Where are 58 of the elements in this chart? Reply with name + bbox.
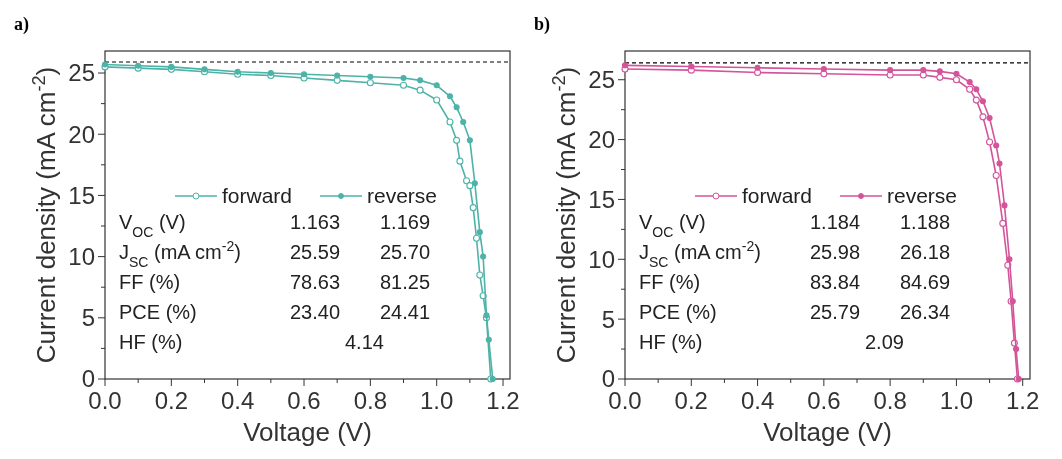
- annotation: 26.34: [900, 301, 951, 323]
- legend-label: reverse: [367, 184, 438, 208]
- annotation: 25.59: [290, 241, 341, 263]
- annotation: PCE (%): [119, 301, 197, 323]
- x-tick-label: 0.8: [873, 387, 907, 414]
- x-tick-label: 1.2: [1006, 387, 1040, 414]
- annotation: 25.98: [810, 241, 861, 263]
- y-tick-label: 15: [588, 185, 615, 213]
- annotation: FF (%): [639, 271, 701, 293]
- y-tick-label: 5: [601, 305, 615, 333]
- annotation: J$_{SC}$ (mA cm$^{-2}$): [639, 238, 761, 270]
- annotation: 24.41: [380, 301, 431, 323]
- y-tick-label: 15: [68, 181, 95, 209]
- y-tick-label: 10: [68, 243, 95, 271]
- annotation: V$_{OC}$ (V): [119, 211, 186, 240]
- annotation: HF (%): [119, 331, 183, 353]
- annotation: J$_{SC}$ (mA cm$^{-2}$): [119, 238, 241, 270]
- x-axis-title: Voltage (V): [763, 417, 892, 447]
- annotation: PCE (%): [639, 301, 717, 323]
- x-tick-label: 0.8: [353, 387, 388, 414]
- x-tick-label: 1.0: [939, 387, 974, 414]
- x-tick-label: 0.6: [807, 387, 841, 414]
- annotation: 25.70: [380, 241, 431, 263]
- annotation: 1.188: [900, 211, 951, 233]
- y-tick-label: 20: [588, 125, 615, 153]
- legend-label: forward: [222, 184, 293, 208]
- y-tick-label: 20: [68, 120, 95, 148]
- chart-title: a): [14, 14, 29, 35]
- annotation: 84.69: [900, 271, 951, 293]
- annotation: 2.09: [865, 331, 904, 353]
- y-tick-label: 10: [588, 245, 615, 273]
- x-tick-label: 1.2: [486, 387, 520, 414]
- x-tick-label: 0.4: [220, 387, 255, 414]
- annotation: 1.163: [290, 211, 341, 233]
- annotation: 83.84: [810, 271, 861, 293]
- x-tick-label: 0.2: [674, 387, 708, 414]
- legend-label: forward: [742, 184, 813, 208]
- annotation: 81.25: [380, 271, 431, 293]
- annotation: 4.14: [345, 331, 384, 353]
- x-axis-title: Voltage (V): [243, 417, 372, 447]
- y-tick-label: 5: [81, 304, 95, 332]
- annotation: 25.79: [810, 301, 861, 323]
- annotation: 23.40: [290, 301, 341, 323]
- annotation: 1.184: [810, 211, 861, 233]
- legend-label: reverse: [887, 184, 958, 208]
- y-tick-label: 25: [588, 66, 615, 94]
- chart-title: b): [534, 14, 551, 35]
- x-tick-label: 0.4: [740, 387, 775, 414]
- annotation: 78.63: [290, 271, 341, 293]
- y-tick-label: 25: [68, 59, 95, 87]
- annotation: 26.18: [900, 241, 951, 263]
- annotation: FF (%): [119, 271, 181, 293]
- x-tick-label: 1.0: [420, 387, 454, 414]
- annotation: HF (%): [639, 331, 703, 353]
- x-tick-label: 0.2: [154, 387, 189, 414]
- x-tick-label: 0.6: [287, 387, 321, 414]
- annotation: V$_{OC}$ (V): [639, 211, 706, 240]
- annotation: 1.169: [380, 211, 431, 233]
